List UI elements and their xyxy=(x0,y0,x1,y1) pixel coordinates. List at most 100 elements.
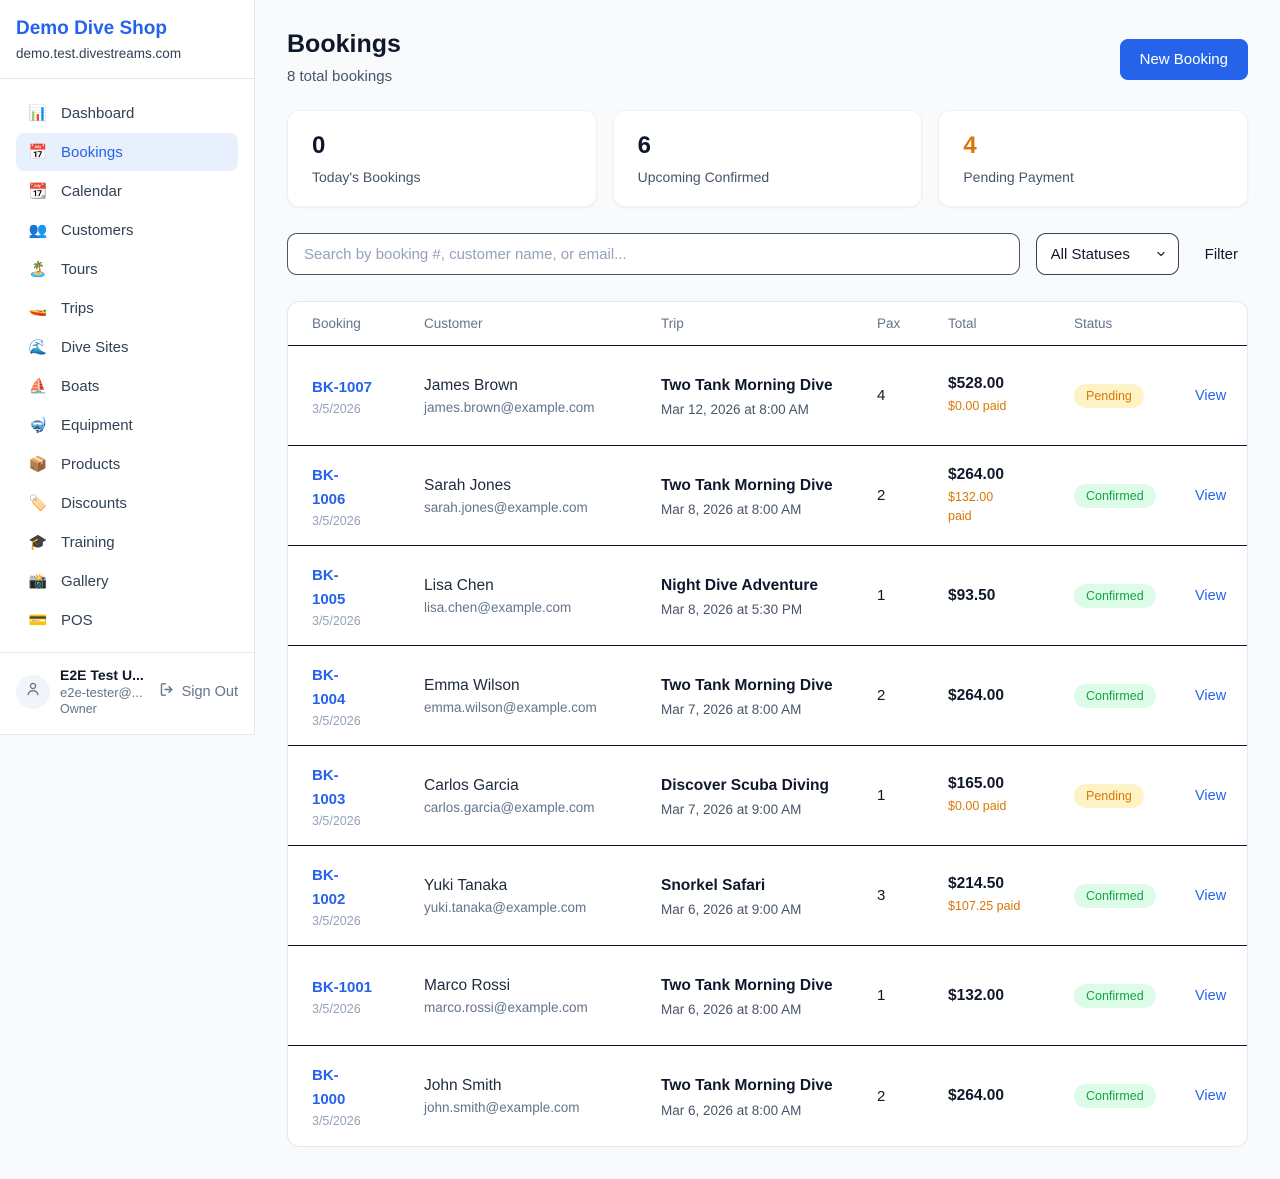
customer-email: james.brown@example.com xyxy=(424,399,595,415)
sidebar-item-label: Gallery xyxy=(61,572,109,590)
sign-out-button[interactable]: Sign Out xyxy=(159,681,238,702)
tearoff-calendar-icon: 📆 xyxy=(28,183,48,200)
shop-name: Demo Dive Shop xyxy=(16,18,167,39)
view-link[interactable]: View xyxy=(1195,487,1227,504)
booking-id-link[interactable]: BK- 1005 xyxy=(312,566,346,608)
sidebar-item-tours[interactable]: 🏝️ Tours xyxy=(16,250,238,288)
wave-icon: 🌊 xyxy=(28,339,48,356)
view-link[interactable]: View xyxy=(1195,987,1227,1004)
booking-date: 3/5/2026 xyxy=(312,513,361,528)
sidebar-item-training[interactable]: 🎓 Training xyxy=(16,523,238,561)
total-cell: $264.00 $132.00 paid xyxy=(948,466,1074,524)
booking-id-link[interactable]: BK- 1004 xyxy=(312,666,346,708)
sidebar-item-label: Dive Sites xyxy=(61,338,129,356)
sidebar-item-pos[interactable]: 💳 POS xyxy=(16,601,238,639)
new-booking-button[interactable]: New Booking xyxy=(1119,39,1248,80)
sidebar-item-label: Products xyxy=(61,455,121,473)
booking-cell: BK- 1000 3/5/2026 xyxy=(312,1064,424,1128)
view-link[interactable]: View xyxy=(1195,787,1227,804)
sidebar-item-trips[interactable]: 🚤 Trips xyxy=(16,289,238,327)
total-amount: $264.00 xyxy=(948,1087,1005,1104)
booking-id-link[interactable]: BK-1001 xyxy=(312,978,373,996)
booking-cell: BK- 1005 3/5/2026 xyxy=(312,564,424,628)
stat-label: Today's Bookings xyxy=(312,169,421,185)
sidebar-header: Demo Dive Shop demo.test.divestreams.com xyxy=(0,0,254,79)
user-info: E2E Test U... e2e-tester@... Owner xyxy=(60,667,149,716)
trip-name: Two Tank Morning Dive xyxy=(661,676,833,694)
sidebar-item-boats[interactable]: ⛵ Boats xyxy=(16,367,238,405)
sidebar-item-dive-sites[interactable]: 🌊 Dive Sites xyxy=(16,328,238,366)
customer-cell: Sarah Jones sarah.jones@example.com xyxy=(424,477,661,515)
status-cell: Confirmed xyxy=(1074,583,1195,608)
view-link[interactable]: View xyxy=(1195,387,1227,404)
booking-id-link[interactable]: BK-1007 xyxy=(312,378,373,396)
pax-count: 2 xyxy=(877,487,886,504)
sidebar-item-equipment[interactable]: 🤿 Equipment xyxy=(16,406,238,444)
customer-cell: Emma Wilson emma.wilson@example.com xyxy=(424,677,661,715)
total-amount: $132.00 xyxy=(948,986,1005,1004)
status-cell: Pending xyxy=(1074,383,1195,408)
status-filter-select[interactable]: All Statuses xyxy=(1035,233,1179,275)
page-title: Bookings xyxy=(287,30,401,58)
booking-date: 3/5/2026 xyxy=(312,813,361,828)
customer-name: Marco Rossi xyxy=(424,976,511,994)
customer-cell: Marco Rossi marco.rossi@example.com xyxy=(424,977,661,1015)
total-cell: $264.00 xyxy=(948,687,1074,705)
trip-cell: Two Tank Morning Dive Mar 12, 2026 at 8:… xyxy=(661,374,877,417)
booking-id-link[interactable]: BK- 1000 xyxy=(312,1067,346,1108)
stat-cards: 0 Today's Bookings 6 Upcoming Confirmed 4 Pen… xyxy=(287,110,1248,207)
total-amount: $93.50 xyxy=(948,586,996,604)
view-link[interactable]: View xyxy=(1195,887,1227,904)
total-amount: $528.00 xyxy=(948,375,1005,393)
paid-amount: $0.00 paid xyxy=(948,399,1007,414)
trip-name: Snorkel Safari xyxy=(661,876,766,894)
customer-email: lisa.chen@example.com xyxy=(424,599,572,615)
stat-label: Upcoming Confirmed xyxy=(637,169,770,185)
sidebar-item-label: Tours xyxy=(61,260,98,278)
status-select-wrap: All Statuses xyxy=(1035,233,1179,275)
view-link[interactable]: View xyxy=(1195,1088,1227,1104)
pax-count: 1 xyxy=(877,987,886,1004)
sidebar-item-bookings[interactable]: 📅 Bookings xyxy=(16,133,238,171)
sidebar-item-label: Calendar xyxy=(61,182,122,200)
pax-count: 2 xyxy=(877,1087,886,1105)
trip-datetime: Mar 6, 2026 at 9:00 AM xyxy=(661,902,802,917)
booking-date: 3/5/2026 xyxy=(312,1114,361,1128)
status-cell: Confirmed xyxy=(1074,883,1195,908)
customer-email: sarah.jones@example.com xyxy=(424,499,588,515)
status-badge: Confirmed xyxy=(1074,583,1156,608)
trip-datetime: Mar 8, 2026 at 8:00 AM xyxy=(661,502,802,517)
trip-datetime: Mar 7, 2026 at 8:00 AM xyxy=(661,702,802,717)
people-icon: 👥 xyxy=(28,222,48,239)
search-input[interactable] xyxy=(287,233,1020,275)
sidebar-item-customers[interactable]: 👥 Customers xyxy=(16,211,238,249)
sidebar-item-discounts[interactable]: 🏷️ Discounts xyxy=(16,484,238,522)
booking-cell: BK- 1003 3/5/2026 xyxy=(312,764,424,828)
filter-button[interactable]: Filter xyxy=(1195,246,1248,263)
status-cell: Confirmed xyxy=(1074,683,1195,708)
actions-cell: View xyxy=(1195,1087,1247,1105)
status-badge: Pending xyxy=(1074,383,1144,408)
graduation-cap-icon: 🎓 xyxy=(28,534,48,551)
pax-count: 1 xyxy=(877,787,886,804)
sidebar-item-calendar[interactable]: 📆 Calendar xyxy=(16,172,238,210)
booking-date: 3/5/2026 xyxy=(312,613,361,628)
booking-id-link[interactable]: BK- 1003 xyxy=(312,766,346,808)
booking-cell: BK-1001 3/5/2026 xyxy=(312,976,424,1016)
status-cell: Confirmed xyxy=(1074,483,1195,508)
sidebar-item-products[interactable]: 📦 Products xyxy=(16,445,238,483)
view-link[interactable]: View xyxy=(1195,687,1227,704)
trip-cell: Discover Scuba Diving Mar 7, 2026 at 9:0… xyxy=(661,774,877,817)
paid-amount: $107.25 paid xyxy=(948,899,1021,914)
page-title-block: Bookings 8 total bookings xyxy=(287,30,401,85)
sidebar-item-dashboard[interactable]: 📊 Dashboard xyxy=(16,94,238,132)
booking-id-link[interactable]: BK- 1006 xyxy=(312,466,346,508)
user-role: Owner xyxy=(60,702,97,716)
status-cell: Confirmed xyxy=(1074,1084,1195,1108)
sidebar-item-gallery[interactable]: 📸 Gallery xyxy=(16,562,238,600)
view-link[interactable]: View xyxy=(1195,587,1227,604)
booking-id-link[interactable]: BK- 1002 xyxy=(312,866,346,908)
customer-email: yuki.tanaka@example.com xyxy=(424,899,587,915)
table-row: BK- 1000 3/5/2026 John Smith john.smith@e… xyxy=(288,1046,1247,1146)
customer-cell: Lisa Chen lisa.chen@example.com xyxy=(424,577,661,615)
